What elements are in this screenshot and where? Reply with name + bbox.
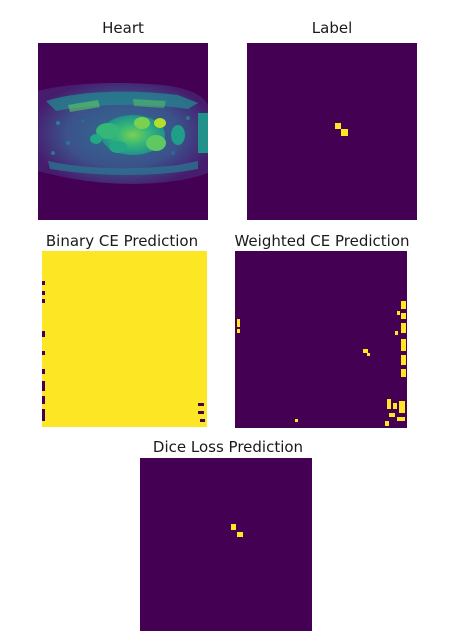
label-mask-image (247, 43, 417, 220)
dice-loss-prediction-svg (140, 458, 312, 631)
weighted-ce-prediction-image (235, 251, 407, 428)
heart-mri-image (38, 43, 208, 220)
weighted-ce-prediction-svg (235, 251, 407, 428)
panel-title-binary-ce: Binary CE Prediction (45, 232, 199, 250)
panel-title-heart: Heart (102, 19, 144, 37)
label-mask-svg (247, 43, 417, 220)
panel-title-dice-loss: Dice Loss Prediction (152, 438, 304, 456)
dice-loss-prediction-image (140, 458, 312, 631)
binary-ce-prediction-svg (42, 251, 207, 427)
panel-title-weighted-ce: Weighted CE Prediction (234, 232, 410, 250)
panel-title-label: Label (311, 19, 353, 37)
heart-mri-svg (38, 43, 208, 220)
binary-ce-prediction-image (42, 251, 207, 427)
